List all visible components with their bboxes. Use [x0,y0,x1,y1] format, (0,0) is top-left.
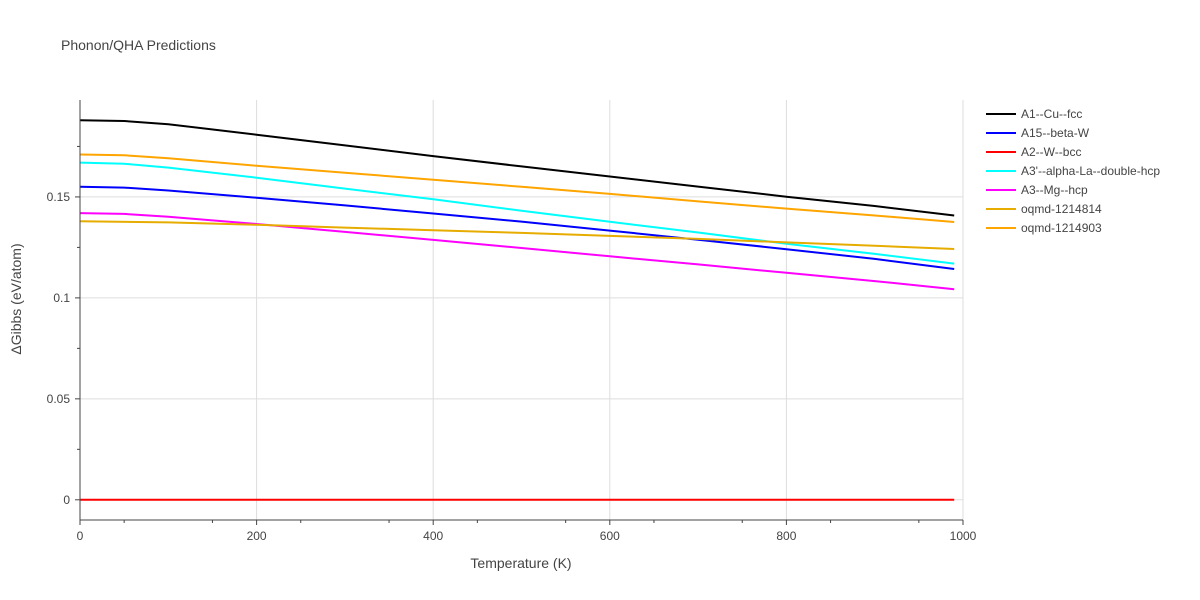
series-line-A3'--alpha-La--double-hcp [79,161,955,265]
series-line-A3--Mg--hcp [79,212,955,291]
legend-label: A3--Mg--hcp [1021,183,1088,197]
x-tick-label: 1000 [950,529,977,543]
series-line-oqmd-1214903 [79,153,955,223]
legend-label: A1--Cu--fcc [1021,107,1082,121]
x-tick-label: 400 [423,529,443,543]
x-tick-label: 0 [77,529,84,543]
x-tick-label: 200 [247,529,267,543]
legend-item[interactable]: oqmd-1214814 [986,202,1102,216]
chart-title: Phonon/QHA Predictions [61,37,216,53]
legend-item[interactable]: A15--beta-W [986,126,1090,140]
legend-label: A3'--alpha-La--double-hcp [1021,164,1160,178]
legend-label: oqmd-1214814 [1021,202,1102,216]
series-lines [79,119,955,501]
legend-item[interactable]: oqmd-1214903 [986,221,1102,235]
series-line-oqmd-1214814 [79,220,955,250]
legend-item[interactable]: A1--Cu--fcc [986,107,1082,121]
legend-item[interactable]: A3--Mg--hcp [986,183,1088,197]
axes [75,100,964,525]
tick-labels: 0 200 400 600 800 1000 0 0.05 0.1 0.15 [47,190,977,543]
x-axis-label: Temperature (K) [470,555,571,571]
y-tick-label: 0.15 [47,190,71,204]
y-axis-label: ΔGibbs (eV/atom) [8,243,24,354]
x-tick-label: 800 [776,529,796,543]
legend[interactable]: A1--Cu--fcc A15--beta-W A2--W--bcc A3'--alp… [986,107,1160,235]
y-tick-label: 0 [63,493,70,507]
series-line-A1--Cu--fcc [79,119,955,217]
legend-item[interactable]: A3'--alpha-La--double-hcp [986,164,1160,178]
legend-item[interactable]: A2--W--bcc [986,145,1081,159]
legend-label: A2--W--bcc [1021,145,1081,159]
series-line-A15--beta-W [79,185,955,270]
y-tick-label: 0.05 [47,392,71,406]
legend-label: oqmd-1214903 [1021,221,1102,235]
legend-label: A15--beta-W [1021,126,1090,140]
y-tick-label: 0.1 [53,291,70,305]
x-tick-label: 600 [600,529,620,543]
